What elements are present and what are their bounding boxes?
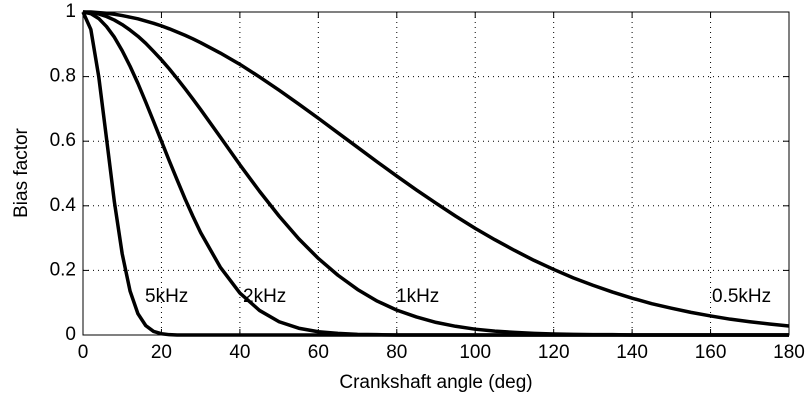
x-tick-label: 0 <box>78 342 89 363</box>
y-tick-label: 0.8 <box>50 66 76 87</box>
y-tick-label: 0 <box>65 324 76 345</box>
x-tick-label: 20 <box>151 342 172 363</box>
x-axis-label: Crankshaft angle (deg) <box>339 372 532 393</box>
y-tick-label: 0.6 <box>50 130 76 151</box>
x-tick-label: 140 <box>616 342 648 363</box>
x-tick-label: 100 <box>459 342 491 363</box>
y-axis-label: Bias factor <box>11 127 32 217</box>
x-tick-label: 160 <box>695 342 727 363</box>
y-tick-label: 0.4 <box>50 195 77 216</box>
line-series <box>83 10 790 328</box>
line-series <box>82 10 789 337</box>
x-tick-label: 120 <box>538 342 570 363</box>
series-label: 5kHz <box>145 286 188 307</box>
series-label: 0.5kHz <box>712 286 771 307</box>
x-tick-label: 180 <box>773 342 805 363</box>
series-label: 2kHz <box>243 286 286 307</box>
series-label: 1kHz <box>396 286 439 307</box>
y-tick-label: 1 <box>65 1 76 22</box>
x-tick-label: 40 <box>229 342 250 363</box>
x-tick-label: 80 <box>386 342 407 363</box>
y-tick-label: 0.2 <box>50 259 76 280</box>
x-tick-label: 60 <box>308 342 329 363</box>
